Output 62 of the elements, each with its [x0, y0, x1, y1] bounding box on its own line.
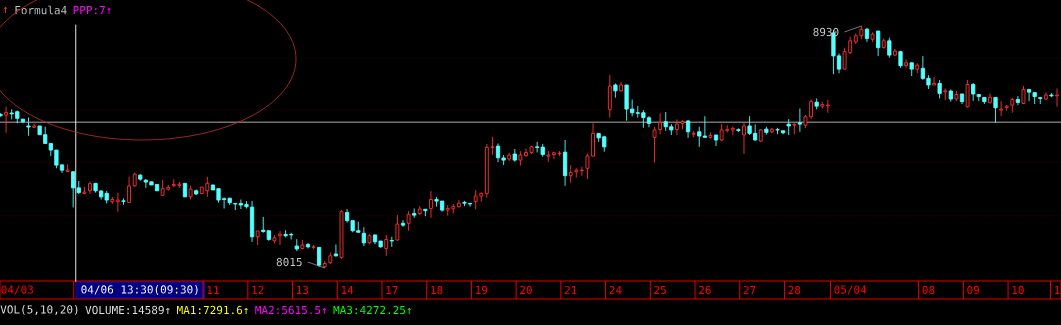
- candlestick: [742, 122, 746, 155]
- candlestick: [993, 96, 998, 124]
- candlestick: [395, 214, 400, 242]
- x-tick-label: 27: [743, 285, 756, 295]
- candlestick: [904, 58, 908, 69]
- candlestick: [127, 176, 131, 204]
- x-tick-label: 17: [386, 286, 398, 295]
- x-tick-label: 10: [1012, 285, 1024, 295]
- candlestick: [932, 76, 936, 86]
- x-tick-label: 14: [341, 286, 354, 295]
- candlestick: [965, 79, 970, 108]
- candlestick: [825, 99, 830, 114]
- x-tick-label: 26: [699, 285, 711, 295]
- candlestick: [562, 139, 568, 187]
- candlestick: [317, 246, 322, 268]
- candlestick: [937, 79, 942, 99]
- candlestick: [943, 87, 948, 101]
- text: VOL(5,10,20): [0, 305, 78, 315]
- candlestick: [384, 234, 389, 257]
- text: MA1:7291.6↑: [177, 305, 248, 315]
- candlestick: [429, 190, 433, 219]
- candlestick: [999, 100, 1004, 117]
- x-tick-label: 28: [788, 285, 801, 295]
- x-tick-label: 20: [520, 285, 532, 295]
- candlestick: [713, 134, 719, 147]
- candlestick: [116, 192, 120, 213]
- x-tick-label: 19: [475, 285, 488, 295]
- x-tick-label: 18: [431, 285, 443, 295]
- candlestick: [579, 166, 584, 177]
- text: Formula4: [15, 5, 67, 15]
- x-tick-label: 04/03: [1, 285, 33, 295]
- x-tick-label: 04/06 13:30(09:30): [81, 285, 198, 295]
- x-tick-label: 11: [207, 286, 219, 295]
- x-tick-label: 12: [252, 285, 264, 295]
- x-tick-label: 21: [564, 285, 577, 295]
- candlestick: [792, 122, 797, 135]
- candlestick: [406, 210, 411, 232]
- text: MA3:4272.25↑: [333, 305, 411, 315]
- candlestick: [32, 122, 36, 129]
- annotation: 8015: [276, 257, 302, 267]
- candlestick: [876, 30, 881, 57]
- candlestick: [361, 226, 366, 247]
- candlestick: [278, 230, 282, 246]
- text: VOLUME:14589↑: [85, 305, 170, 315]
- x-tick-label: 13: [297, 285, 309, 295]
- candlestick: [333, 244, 339, 258]
- x-tick-label: 1: [1055, 286, 1060, 295]
- x-tick-label: 24: [609, 285, 622, 295]
- x-tick-label: 08: [922, 285, 935, 295]
- candlestick: [26, 117, 31, 137]
- x-tick-label: 09: [967, 285, 980, 295]
- text: ↑: [3, 7, 8, 13]
- candlestick: [607, 74, 612, 119]
- candlestick: [797, 108, 803, 133]
- candlestick: [1015, 95, 1021, 106]
- candlestick: [887, 37, 892, 59]
- text: PPP:7↑: [73, 6, 111, 15]
- candlestick: [4, 106, 8, 134]
- text: MA2:5615.5↑: [255, 305, 327, 315]
- x-tick-label: 05/04: [834, 285, 867, 295]
- candlestick: [400, 219, 406, 228]
- x-tick-label: 25: [654, 285, 666, 295]
